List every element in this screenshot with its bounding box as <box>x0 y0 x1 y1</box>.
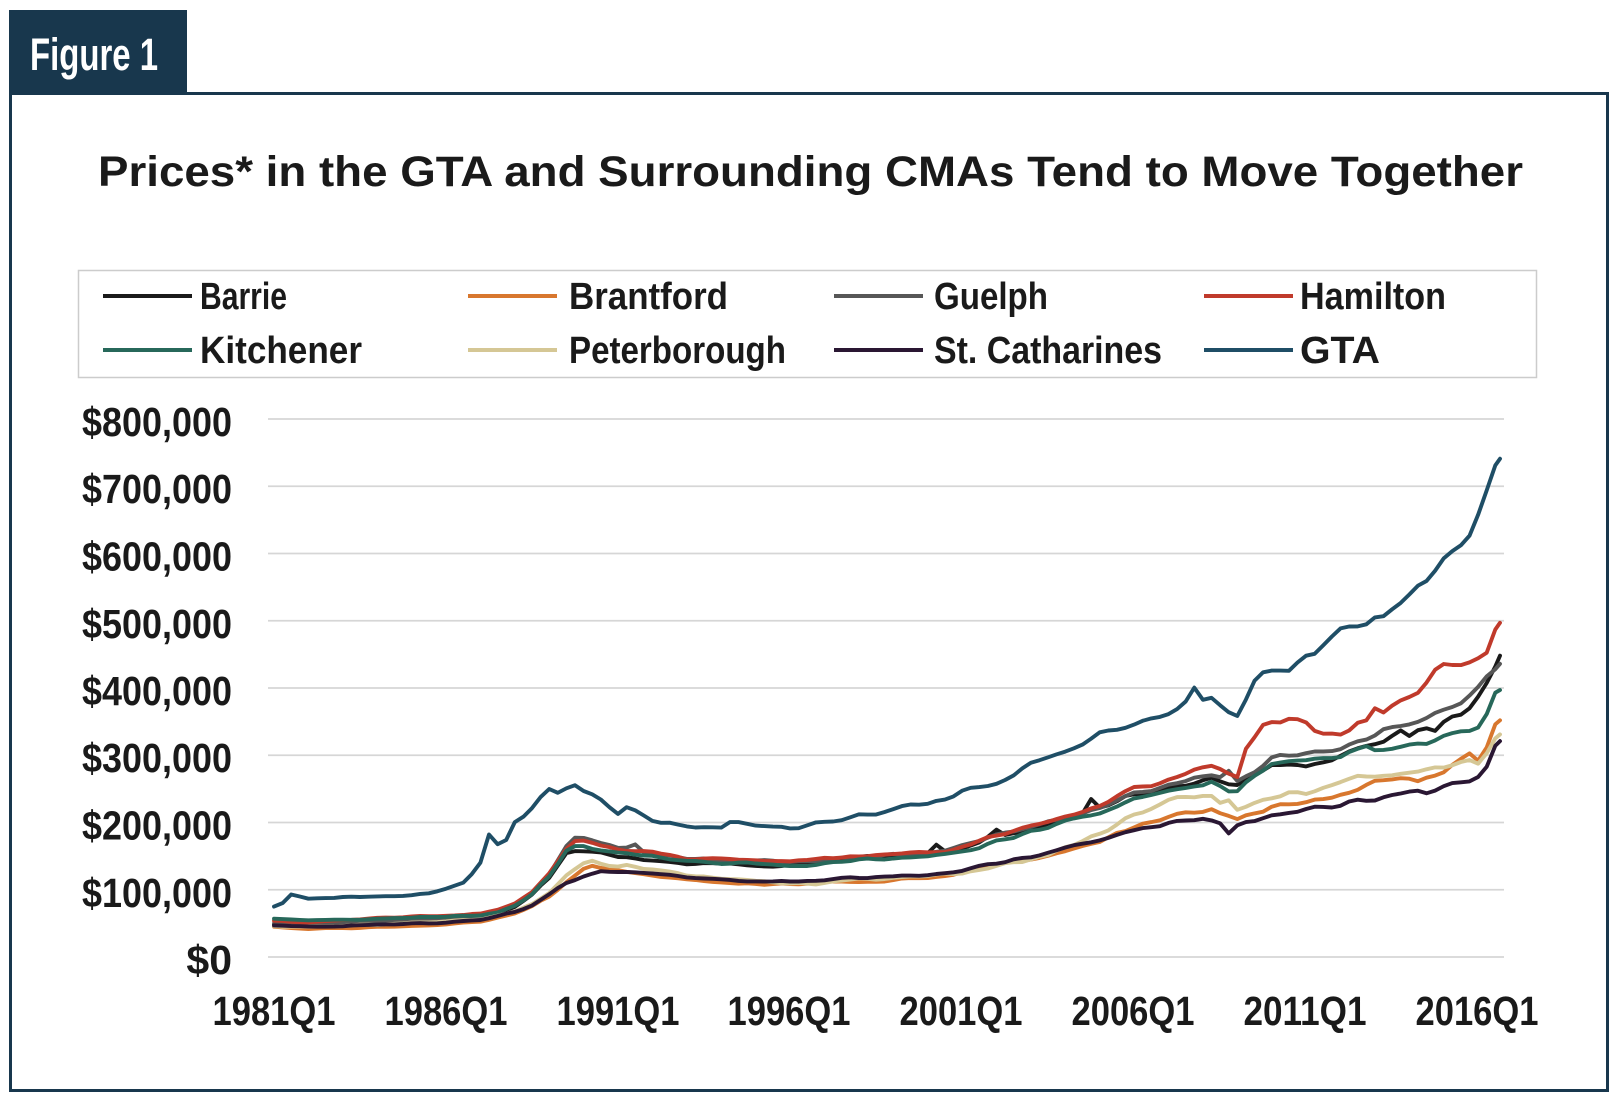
svg-text:Guelph: Guelph <box>934 276 1048 318</box>
svg-text:$700,000: $700,000 <box>82 466 232 512</box>
svg-text:$100,000: $100,000 <box>82 870 232 916</box>
svg-text:Peterborough: Peterborough <box>569 330 786 372</box>
svg-text:$500,000: $500,000 <box>82 601 232 647</box>
svg-text:2016Q1: 2016Q1 <box>1416 988 1539 1034</box>
svg-text:Prices* in the GTA and Surroun: Prices* in the GTA and Surrounding CMAs … <box>98 148 1523 196</box>
svg-text:$600,000: $600,000 <box>82 534 232 580</box>
svg-text:$300,000: $300,000 <box>82 735 232 781</box>
svg-text:Figure 1: Figure 1 <box>30 29 158 80</box>
svg-text:St. Catharines: St. Catharines <box>934 330 1162 372</box>
svg-text:2001Q1: 2001Q1 <box>900 988 1023 1034</box>
svg-text:$0: $0 <box>186 937 232 983</box>
svg-text:1991Q1: 1991Q1 <box>557 988 680 1034</box>
svg-text:$400,000: $400,000 <box>82 668 232 714</box>
svg-text:2011Q1: 2011Q1 <box>1244 988 1367 1034</box>
svg-text:$200,000: $200,000 <box>82 803 232 849</box>
svg-text:1981Q1: 1981Q1 <box>213 988 336 1034</box>
svg-text:2006Q1: 2006Q1 <box>1072 988 1195 1034</box>
svg-text:1986Q1: 1986Q1 <box>385 988 508 1034</box>
svg-text:Hamilton: Hamilton <box>1300 276 1446 318</box>
svg-text:Barrie: Barrie <box>200 276 287 318</box>
svg-text:1996Q1: 1996Q1 <box>728 988 851 1034</box>
svg-text:$800,000: $800,000 <box>82 399 232 445</box>
svg-text:Brantford: Brantford <box>569 276 728 318</box>
svg-text:GTA: GTA <box>1300 330 1380 372</box>
svg-text:Kitchener: Kitchener <box>200 330 362 372</box>
